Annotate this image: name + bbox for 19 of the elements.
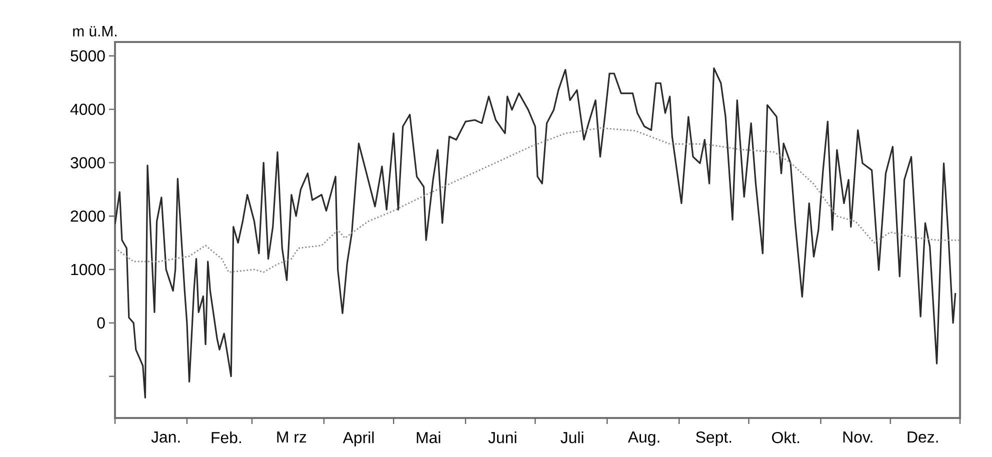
- y-tick-label: 5000: [70, 50, 105, 62]
- x-tick-label: Juli: [560, 432, 584, 444]
- x-tick-label: Dez.: [908, 432, 938, 443]
- x-tick-label: Feb.: [212, 432, 241, 444]
- x-tick-label: Mai: [416, 432, 440, 444]
- y-tick-label: 4000: [70, 104, 105, 115]
- x-tick-label: Nov.: [843, 432, 872, 443]
- x-tick-label: Aug.: [628, 432, 660, 446]
- x-tick-label: Juni: [488, 432, 516, 444]
- y-tick-label: 2000: [70, 210, 105, 222]
- x-tick-label: Jan.: [151, 432, 180, 443]
- x-tick-label: M rz: [277, 432, 306, 442]
- x-tick-label: April: [342, 432, 374, 446]
- y-tick-label: 3000: [70, 157, 105, 168]
- x-tick-label: Okt.: [772, 432, 800, 444]
- y-tick-label: 0: [97, 317, 105, 329]
- x-tick-label: Sept.: [696, 432, 732, 446]
- y-tick-label: 1000: [71, 264, 105, 276]
- y-axis-title: m ü.M.: [73, 26, 116, 36]
